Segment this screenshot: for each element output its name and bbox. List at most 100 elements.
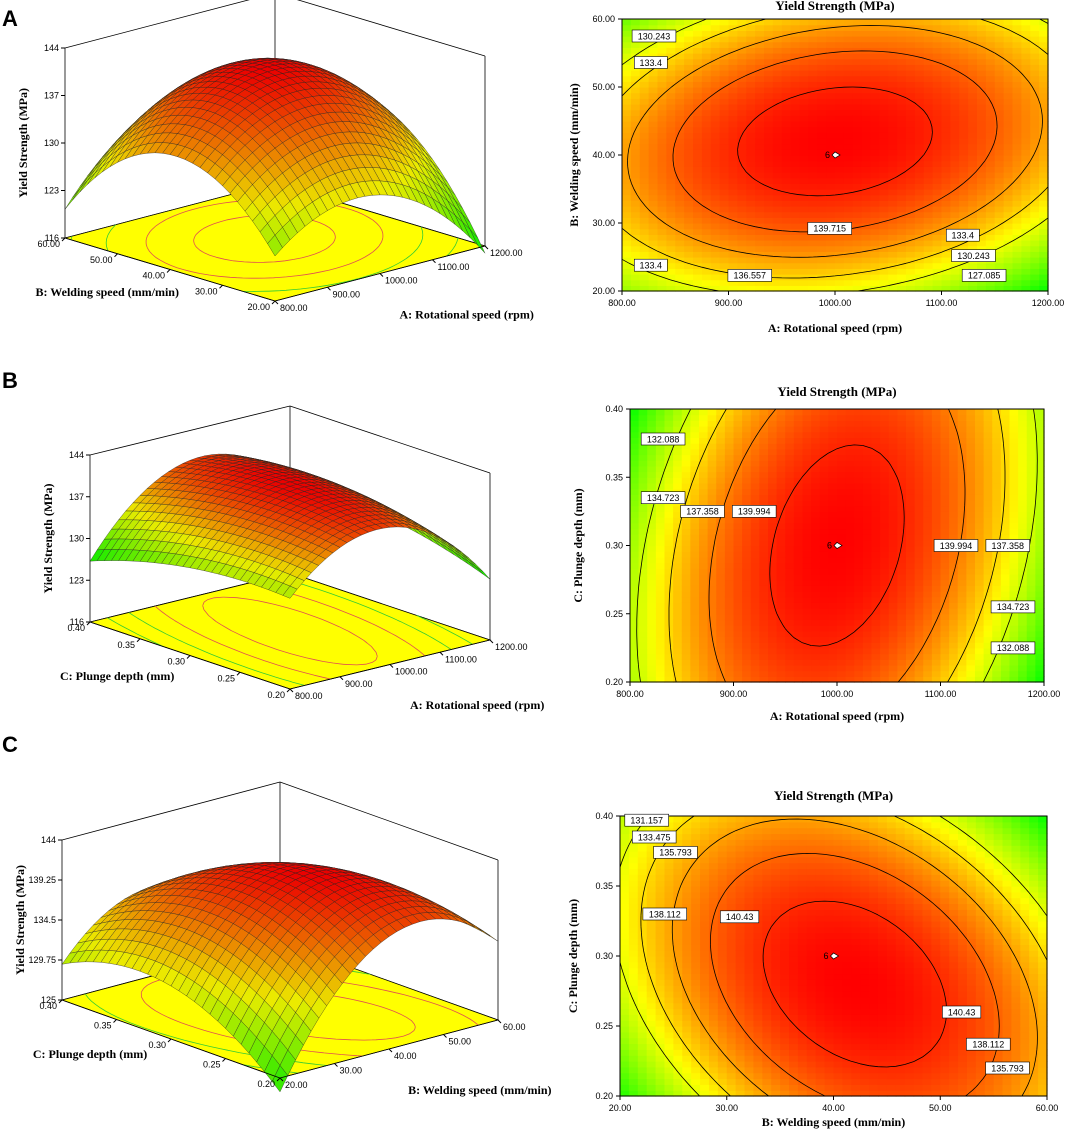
heatmap-cell bbox=[693, 206, 703, 213]
heatmap-cell bbox=[1003, 234, 1014, 241]
heatmap-cell bbox=[977, 183, 987, 190]
heatmap-cell bbox=[799, 245, 809, 252]
x-tick-label: 1100.00 bbox=[926, 298, 958, 308]
heatmap-cell bbox=[861, 177, 872, 184]
heatmap-cell bbox=[622, 166, 632, 173]
y-tick-mark bbox=[222, 1058, 226, 1062]
heatmap-cell bbox=[630, 500, 640, 507]
heatmap-cell bbox=[772, 217, 783, 224]
heatmap-cell bbox=[817, 172, 827, 179]
heatmap-cell bbox=[728, 234, 738, 241]
heatmap-cell bbox=[817, 132, 827, 139]
heatmap-cell bbox=[737, 211, 747, 218]
heatmap-cell bbox=[684, 223, 694, 230]
heatmap-cell bbox=[772, 109, 783, 116]
heatmap-cell bbox=[817, 109, 827, 116]
heatmap-cell bbox=[746, 92, 756, 99]
heatmap-cell bbox=[638, 579, 648, 586]
heatmap-cell bbox=[630, 211, 641, 218]
heatmap-cell bbox=[728, 109, 738, 116]
heatmap-cell bbox=[728, 257, 738, 264]
heatmap-cell bbox=[781, 47, 792, 54]
heatmap-cell bbox=[861, 92, 872, 99]
heatmap-cell bbox=[639, 217, 650, 224]
heatmap-cell bbox=[630, 454, 640, 461]
heatmap-cell bbox=[622, 234, 632, 241]
heatmap-cell bbox=[737, 234, 747, 241]
heatmap-cell bbox=[959, 138, 969, 145]
heatmap-cell bbox=[710, 126, 721, 133]
heatmap-cell bbox=[897, 143, 907, 150]
heatmap-cell bbox=[737, 98, 747, 105]
heatmap-cell bbox=[630, 670, 640, 677]
heatmap-cell bbox=[657, 177, 667, 184]
heatmap-cell bbox=[835, 75, 845, 82]
x-tick-label: 1100.00 bbox=[445, 654, 477, 664]
heatmap-cell bbox=[994, 223, 1005, 230]
heatmap-cell bbox=[693, 172, 703, 179]
heatmap-cell bbox=[994, 183, 1005, 190]
heatmap-cell bbox=[799, 200, 809, 207]
heatmap-cell bbox=[728, 53, 738, 60]
heatmap-cell bbox=[1030, 81, 1040, 88]
heatmap-cell bbox=[684, 160, 694, 167]
heatmap-cell bbox=[870, 143, 880, 150]
x-tick-label: 30.00 bbox=[340, 1066, 363, 1076]
heatmap-cell bbox=[638, 420, 648, 427]
heatmap-cell bbox=[647, 551, 657, 558]
heatmap-cell bbox=[1030, 104, 1040, 111]
heatmap-cell bbox=[755, 92, 765, 99]
heatmap-cell bbox=[772, 177, 783, 184]
heatmap-cell bbox=[772, 245, 783, 252]
heatmap-cell bbox=[817, 70, 827, 77]
heatmap-cell bbox=[701, 53, 712, 60]
heatmap-cell bbox=[719, 183, 730, 190]
heatmap-cell bbox=[932, 257, 943, 264]
heatmap-cell bbox=[870, 138, 880, 145]
heatmap-cell bbox=[781, 257, 792, 264]
heatmap-cell bbox=[728, 64, 738, 71]
heatmap-cell bbox=[772, 240, 783, 247]
heatmap-cell bbox=[710, 251, 721, 258]
heatmap-cell bbox=[728, 98, 738, 105]
heatmap-cell bbox=[932, 41, 943, 48]
heatmap-cell bbox=[994, 166, 1005, 173]
heatmap-cell bbox=[977, 160, 987, 167]
heatmap-cell bbox=[923, 194, 934, 201]
heatmap-cell bbox=[977, 126, 987, 133]
heatmap-cell bbox=[684, 155, 694, 162]
heatmap-cell bbox=[870, 104, 880, 111]
heatmap-cell bbox=[932, 274, 943, 281]
heatmap-cell bbox=[728, 92, 738, 99]
heatmap-cell bbox=[1039, 245, 1049, 252]
heatmap-cell bbox=[835, 104, 845, 111]
heatmap-cell bbox=[622, 160, 632, 167]
heatmap-cell bbox=[657, 183, 667, 190]
heatmap-cell bbox=[684, 98, 694, 105]
heatmap-cell bbox=[870, 149, 880, 156]
heatmap-cell bbox=[852, 217, 863, 224]
heatmap-cell bbox=[932, 75, 943, 82]
heatmap-cell bbox=[932, 177, 943, 184]
heatmap-cell bbox=[843, 70, 854, 77]
heatmap-cell bbox=[657, 115, 667, 122]
heatmap-cell bbox=[701, 64, 712, 71]
heatmap-cell bbox=[799, 155, 809, 162]
heatmap-cell bbox=[622, 274, 632, 281]
heatmap-cell bbox=[781, 262, 792, 269]
heatmap-cell bbox=[728, 172, 738, 179]
heatmap-cell bbox=[932, 279, 943, 286]
heatmap-cell bbox=[666, 109, 676, 116]
surface-mesh bbox=[64, 57, 486, 257]
heatmap-cell bbox=[666, 47, 676, 54]
heatmap-cell bbox=[888, 41, 898, 48]
heatmap-cell bbox=[693, 211, 703, 218]
heatmap-cell bbox=[675, 240, 685, 247]
heatmap-cell bbox=[914, 30, 925, 37]
heatmap-cell bbox=[1039, 92, 1049, 99]
heatmap-cell bbox=[737, 245, 747, 252]
heatmap-cell bbox=[701, 75, 712, 82]
heatmap-cell bbox=[888, 36, 898, 43]
heatmap-cell bbox=[852, 149, 863, 156]
heatmap-cell bbox=[630, 613, 640, 621]
